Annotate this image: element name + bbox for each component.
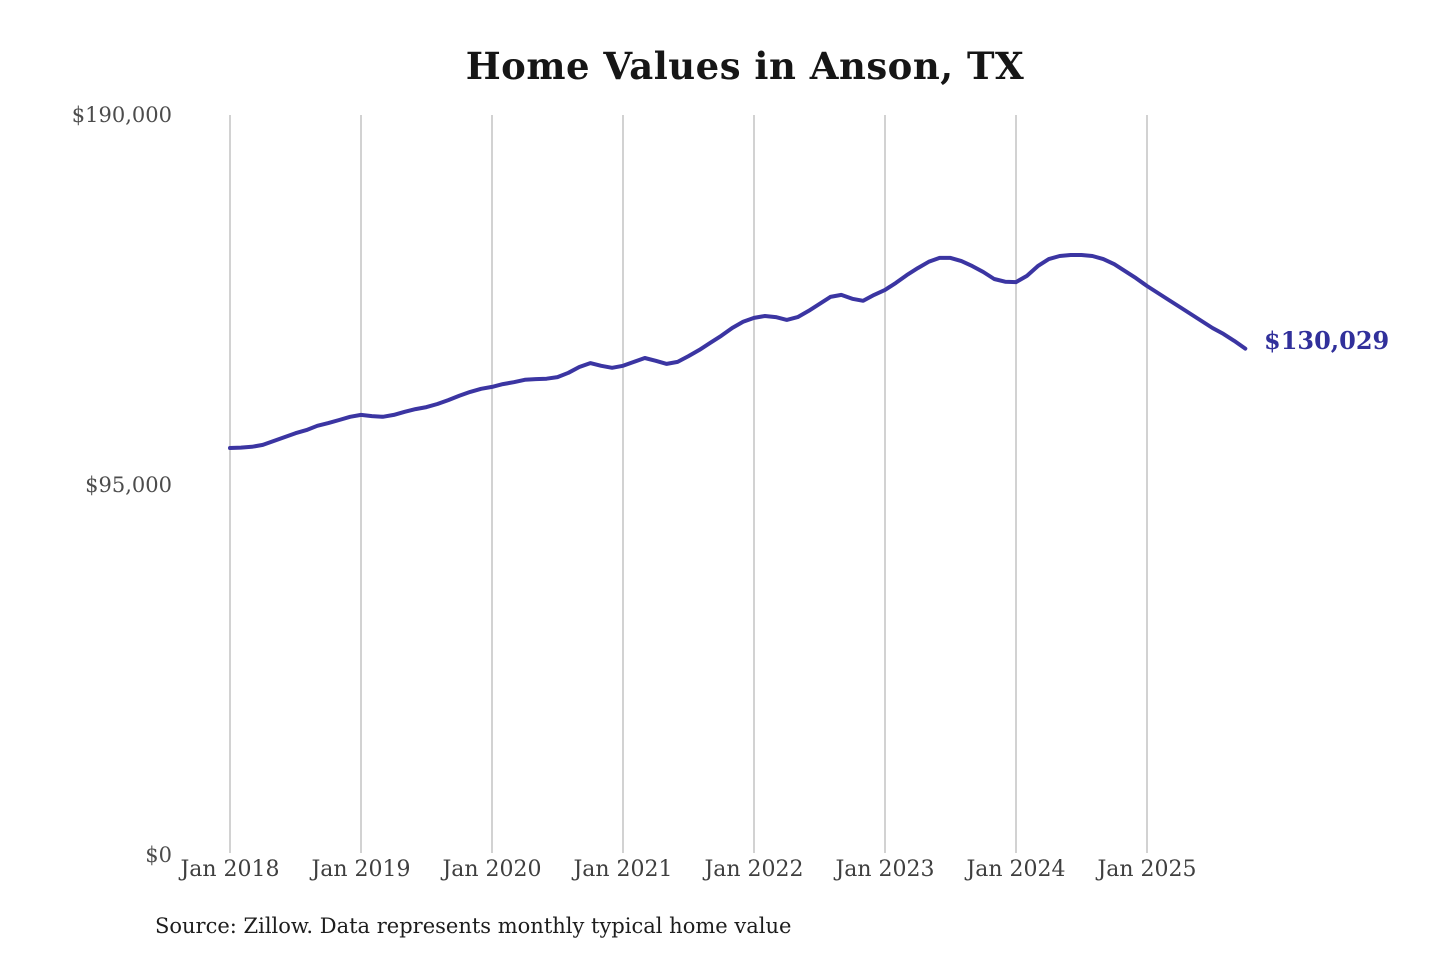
x-tick-label: Jan 2024: [966, 857, 1066, 882]
vertical-gridlines: [229, 115, 1148, 853]
x-tick-label: Jan 2019: [311, 857, 411, 882]
source-note: Source: Zillow. Data represents monthly …: [155, 914, 792, 938]
x-tick-label: Jan 2021: [573, 857, 673, 882]
end-value-annotation: $130,029: [1264, 325, 1390, 355]
x-tick-label: Jan 2025: [1097, 857, 1197, 882]
home-value-line: [228, 253, 1248, 450]
y-tick-label: $0: [145, 843, 172, 867]
chart-title: Home Values in Anson, TX: [465, 44, 1025, 88]
x-tick-label: Jan 2022: [704, 857, 804, 882]
x-tick-label: Jan 2023: [835, 857, 935, 882]
x-tick-label: Jan 2020: [442, 857, 542, 882]
x-tick-label: Jan 2018: [180, 857, 280, 882]
y-tick-label: $190,000: [71, 103, 172, 127]
y-tick-label: $95,000: [85, 473, 172, 497]
